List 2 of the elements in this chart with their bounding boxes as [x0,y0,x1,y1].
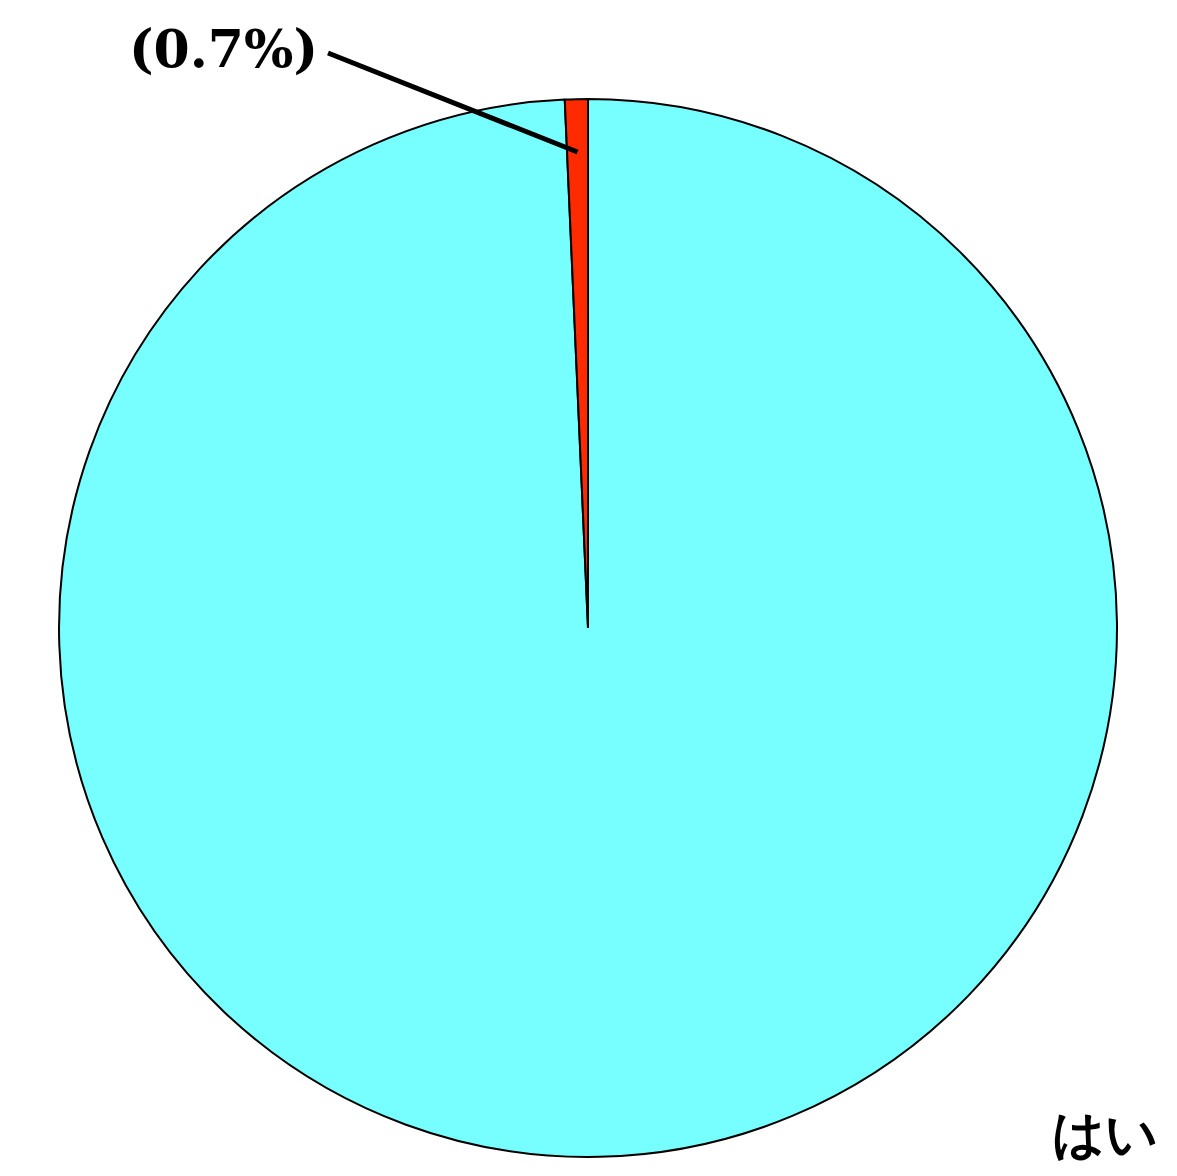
slice-label: はい [1052,1102,1158,1164]
data-label: (0.7%) [128,17,318,79]
